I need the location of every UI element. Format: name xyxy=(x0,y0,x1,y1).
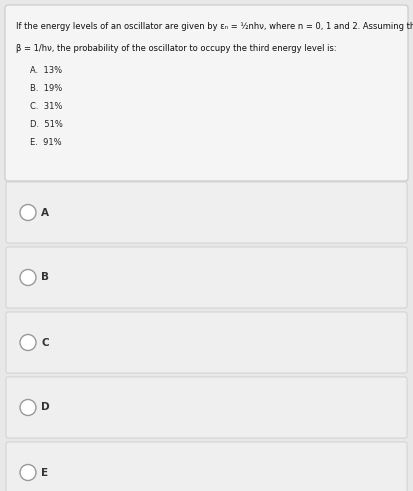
FancyBboxPatch shape xyxy=(6,312,407,373)
Text: E.  91%: E. 91% xyxy=(30,138,62,147)
Circle shape xyxy=(20,464,36,481)
Text: E: E xyxy=(41,467,48,478)
FancyBboxPatch shape xyxy=(6,247,407,308)
Circle shape xyxy=(20,204,36,220)
FancyBboxPatch shape xyxy=(6,442,407,491)
Text: A: A xyxy=(41,208,49,218)
Text: C: C xyxy=(41,337,49,348)
Text: If the energy levels of an oscillator are given by εₙ = ½nhν, where n = 0, 1 and: If the energy levels of an oscillator ar… xyxy=(16,22,413,31)
Text: C.  31%: C. 31% xyxy=(30,102,62,111)
FancyBboxPatch shape xyxy=(5,5,408,181)
Circle shape xyxy=(20,400,36,415)
Text: D.  51%: D. 51% xyxy=(30,120,63,129)
FancyBboxPatch shape xyxy=(6,182,407,243)
FancyBboxPatch shape xyxy=(6,377,407,438)
Circle shape xyxy=(20,270,36,285)
Text: B: B xyxy=(41,273,49,282)
Text: B.  19%: B. 19% xyxy=(30,84,62,93)
Text: β = 1/hν, the probability of the oscillator to occupy the third energy level is:: β = 1/hν, the probability of the oscilla… xyxy=(16,44,337,53)
Text: D: D xyxy=(41,403,50,412)
Text: A.  13%: A. 13% xyxy=(30,66,62,75)
Circle shape xyxy=(20,334,36,351)
